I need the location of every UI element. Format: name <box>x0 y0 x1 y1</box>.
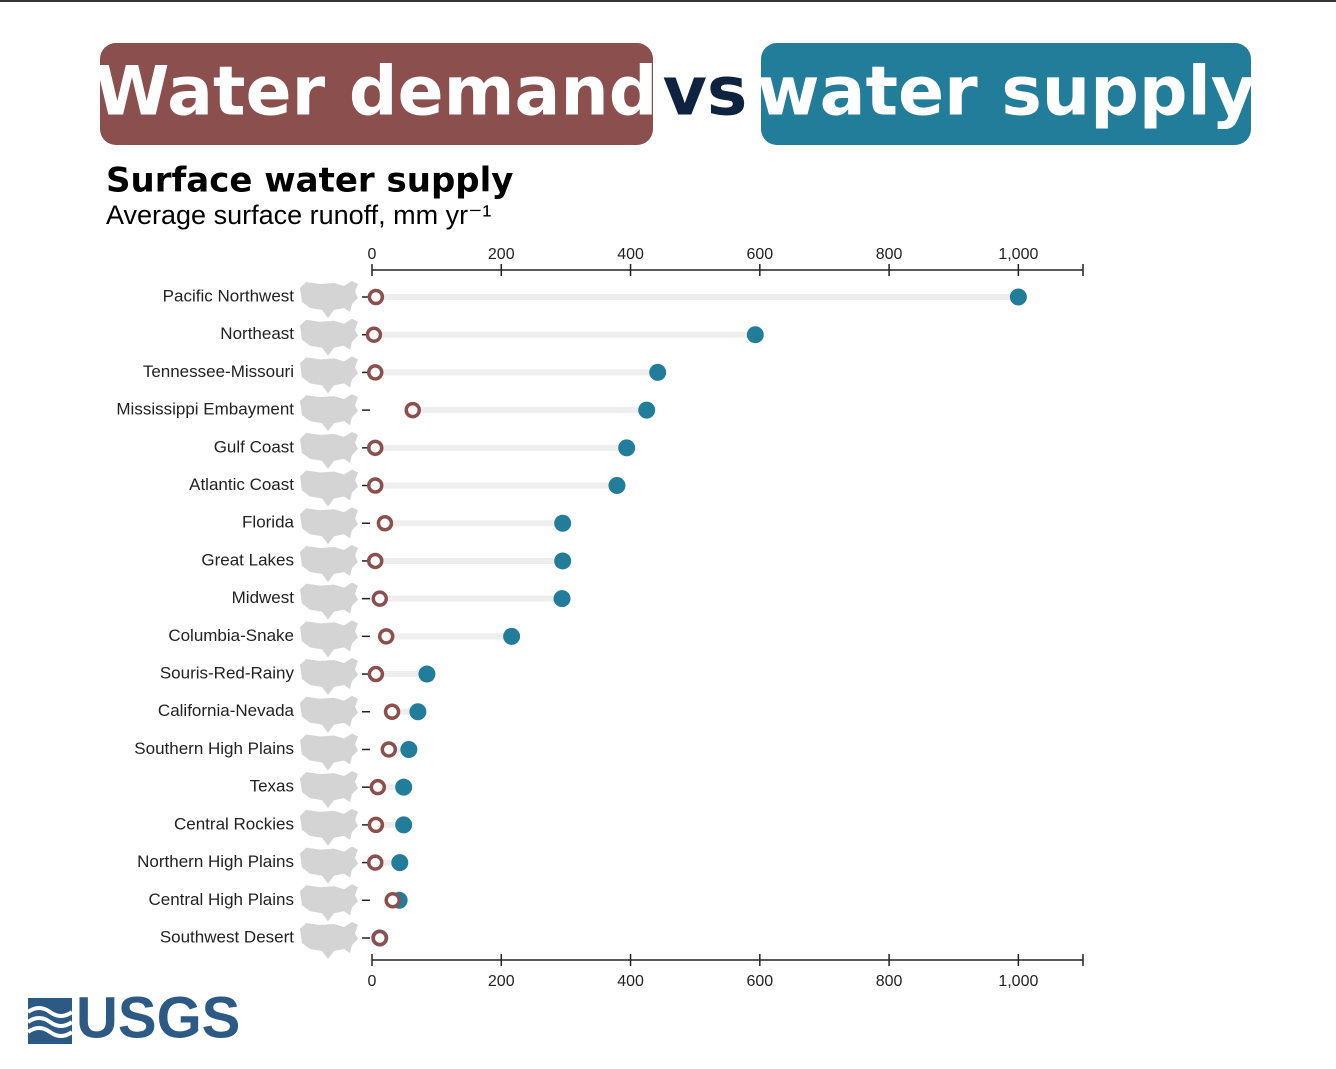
supply-dot <box>400 740 418 758</box>
region-map <box>300 507 358 545</box>
region-map <box>300 318 358 356</box>
demand-dot <box>380 741 398 758</box>
x-tick-label: 1,000 <box>998 246 1038 263</box>
y-tick-label: Gulf Coast <box>214 437 295 456</box>
region-map <box>300 733 358 771</box>
legend-supply: water supply <box>757 53 1255 132</box>
supply-dot <box>409 703 427 721</box>
supply-dot <box>638 401 656 419</box>
demand-dot <box>366 552 384 570</box>
demand-dot <box>404 401 421 419</box>
logo-waves <box>26 998 74 1044</box>
y-tick-label: Florida <box>242 513 295 532</box>
region-map <box>300 846 358 884</box>
x-tick-label: 0 <box>368 246 377 263</box>
legend-demand: Water demand <box>95 53 658 132</box>
demand-dot <box>384 892 401 909</box>
demand-dot <box>377 628 395 645</box>
y-tick-label: Great Lakes <box>201 550 294 569</box>
region-map <box>300 620 358 658</box>
region-map <box>300 582 358 620</box>
x-tick-label: 200 <box>488 246 515 263</box>
x-tick-label: 0 <box>368 973 377 990</box>
y-tick-label: Pacific Northwest <box>163 286 295 305</box>
title-connector: vs <box>663 53 748 132</box>
demand-dot <box>376 514 394 532</box>
supply-dot <box>1009 288 1027 306</box>
supply-dot <box>553 590 571 608</box>
demand-dot <box>371 590 389 607</box>
y-tick-label: Columbia-Snake <box>168 626 294 645</box>
y-tick-label: Central Rockies <box>174 814 294 833</box>
y-tick-label: California-Nevada <box>158 701 295 720</box>
x-tick-label: 400 <box>617 973 644 990</box>
y-tick-label: Tennessee-Missouri <box>143 362 294 381</box>
supply-dot <box>554 514 572 532</box>
supply-dot <box>554 552 572 570</box>
region-map <box>300 808 358 846</box>
y-tick-label: Mississippi Embayment <box>116 400 294 419</box>
supply-dot <box>503 627 521 645</box>
y-tick-label: Atlantic Coast <box>189 475 294 494</box>
x-tick-label: 400 <box>617 246 644 263</box>
region-map <box>300 658 358 696</box>
demand-dot <box>365 326 383 343</box>
demand-dot <box>366 477 384 494</box>
x-tick-label: 600 <box>746 246 773 263</box>
chart-title: Surface water supply <box>106 161 513 201</box>
supply-dot <box>608 477 626 495</box>
demand-dot <box>371 929 389 947</box>
region-map <box>300 469 358 507</box>
y-tick-label: Southwest Desert <box>160 927 294 946</box>
top-border <box>0 0 1336 2</box>
region-map <box>300 356 358 394</box>
region-map <box>300 922 358 959</box>
x-tick-label: 200 <box>488 973 515 990</box>
x-tick-label: 800 <box>876 246 903 263</box>
y-tick-label: Souris-Red-Rainy <box>160 664 295 683</box>
x-tick-label: 800 <box>876 973 903 990</box>
region-map <box>300 544 358 582</box>
demand-dot <box>367 816 385 834</box>
chart-subtitle: Average surface runoff, mm yr⁻¹ <box>106 200 491 230</box>
region-map <box>300 695 358 733</box>
supply-dot <box>618 439 636 457</box>
x-tick-label: 1,000 <box>998 973 1038 990</box>
supply-box <box>761 43 1251 145</box>
demand-dot <box>366 854 384 871</box>
y-tick-label: Northeast <box>220 324 294 343</box>
supply-dot <box>395 816 413 834</box>
demand-dot <box>366 439 384 457</box>
y-tick-label: Midwest <box>232 588 295 607</box>
supply-dot <box>746 326 764 344</box>
y-tick-label: Southern High Plains <box>134 739 294 758</box>
demand-dot <box>369 778 387 796</box>
y-tick-label: Texas <box>250 777 294 796</box>
y-tick-label: Central High Plains <box>148 890 294 909</box>
demand-dot <box>367 288 385 306</box>
supply-dot <box>418 665 436 683</box>
x-tick-label: 600 <box>746 973 773 990</box>
logo-text: USGS <box>76 985 240 1050</box>
demand-dot <box>366 364 384 381</box>
supply-dot <box>395 778 413 796</box>
demand-box <box>100 43 653 145</box>
region-map <box>300 394 358 432</box>
supply-dot <box>649 363 667 381</box>
demand-dot <box>367 665 385 683</box>
region-map <box>300 281 358 318</box>
region-map <box>300 771 358 809</box>
demand-dot <box>383 703 401 721</box>
y-tick-label: Northern High Plains <box>137 852 294 871</box>
supply-dot <box>391 854 409 872</box>
region-map <box>300 884 358 922</box>
region-map <box>300 431 358 469</box>
